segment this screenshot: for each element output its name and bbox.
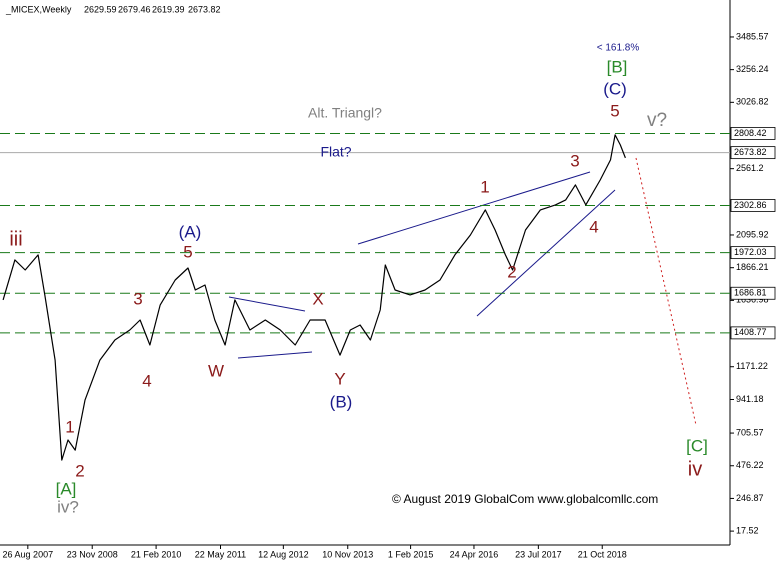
wave-label: Y: [334, 369, 345, 388]
ohlc: 2619.39: [152, 4, 185, 14]
wave-label: Flat?: [320, 144, 351, 160]
trend-line: [357, 171, 591, 245]
wave-label: 2: [507, 262, 516, 281]
level-line-label: 1972.03: [734, 247, 767, 257]
x-tick-label: 24 Apr 2016: [450, 549, 499, 559]
wave-label: iv: [688, 458, 702, 480]
wave-label: 4: [589, 217, 598, 236]
level-line-box: [730, 199, 776, 212]
y-tick-label: 17.52: [736, 525, 759, 535]
wave-label: 1: [65, 417, 74, 436]
level-line-box: [730, 326, 776, 340]
wave-label: v?: [647, 110, 667, 131]
y-tick-label: 705.57: [736, 427, 764, 437]
wave-label: 3: [570, 151, 579, 170]
wave-label: iii: [9, 228, 22, 250]
level-line-label: 1408.77: [734, 327, 767, 337]
x-tick-label: 21 Feb 2010: [131, 549, 182, 559]
x-tick-label: 22 May 2011: [195, 549, 246, 559]
x-tick-label: 21 Oct 2018: [578, 549, 627, 559]
wave-label: 1: [480, 177, 489, 196]
wave-label: 4: [142, 371, 151, 390]
chart-title: _MICEX,Weekly: [5, 4, 72, 14]
y-tick-label: 476.22: [736, 460, 764, 470]
wave-label: Alt. Triangl?: [308, 105, 382, 121]
wave-label: X: [312, 289, 323, 308]
level-line-box: [730, 286, 776, 300]
wave-label: 5: [183, 242, 192, 261]
y-tick-label: 1866.21: [736, 262, 769, 272]
wave-label: W: [208, 361, 224, 380]
y-tick-label: 941.18: [736, 394, 764, 404]
ohlc: 2679.46: [118, 4, 151, 14]
trend-line: [237, 351, 313, 359]
trend-line: [228, 296, 306, 312]
copyright: © August 2019 GlobalCom www.globalcomllc…: [392, 492, 658, 506]
level-line-label: 1686.81: [734, 288, 767, 298]
x-tick-label: 23 Nov 2008: [67, 549, 118, 559]
projection-line: [635, 157, 697, 426]
y-tick-label: 246.87: [736, 493, 764, 503]
level-line-box: [730, 246, 776, 260]
price-line-box: [730, 146, 776, 160]
wave-label: 5: [610, 101, 619, 120]
wave-label: 2: [75, 461, 84, 480]
wave-label: (B): [330, 392, 353, 411]
x-tick-label: 26 Aug 2007: [3, 549, 54, 559]
wave-label: iv?: [57, 497, 79, 516]
y-tick-label: 2561.2: [736, 163, 764, 173]
level-line-box: [730, 127, 776, 140]
y-tick-label: 3256.24: [736, 64, 769, 74]
y-tick-label: 3485.57: [736, 31, 769, 41]
price-line: [2, 134, 626, 461]
wave-label: [B]: [607, 57, 628, 76]
x-tick-label: 12 Aug 2012: [258, 549, 309, 559]
price-line-label: 2673.82: [734, 147, 767, 157]
level-line-label: 2808.42: [734, 128, 767, 138]
ohlc: 2673.82: [188, 4, 221, 14]
wave-label: [A]: [56, 479, 77, 498]
ohlc: 2629.59: [84, 4, 117, 14]
wave-label: [C]: [686, 436, 708, 455]
y-tick-label: 3026.82: [736, 97, 769, 107]
wave-label: (A): [179, 222, 202, 241]
level-line-label: 2302.86: [734, 200, 767, 210]
x-tick-label: 1 Feb 2015: [388, 549, 434, 559]
y-tick-label: 2095.92: [736, 229, 769, 239]
y-tick-label: 1171.22: [736, 361, 768, 371]
wave-label: 3: [133, 289, 142, 308]
wave-label: (C): [603, 79, 627, 98]
wave-label: < 161.8%: [597, 43, 640, 54]
x-tick-label: 10 Nov 2013: [322, 549, 373, 559]
y-tick-label: 1636.98: [736, 295, 769, 305]
x-tick-label: 23 Jul 2017: [515, 549, 562, 559]
